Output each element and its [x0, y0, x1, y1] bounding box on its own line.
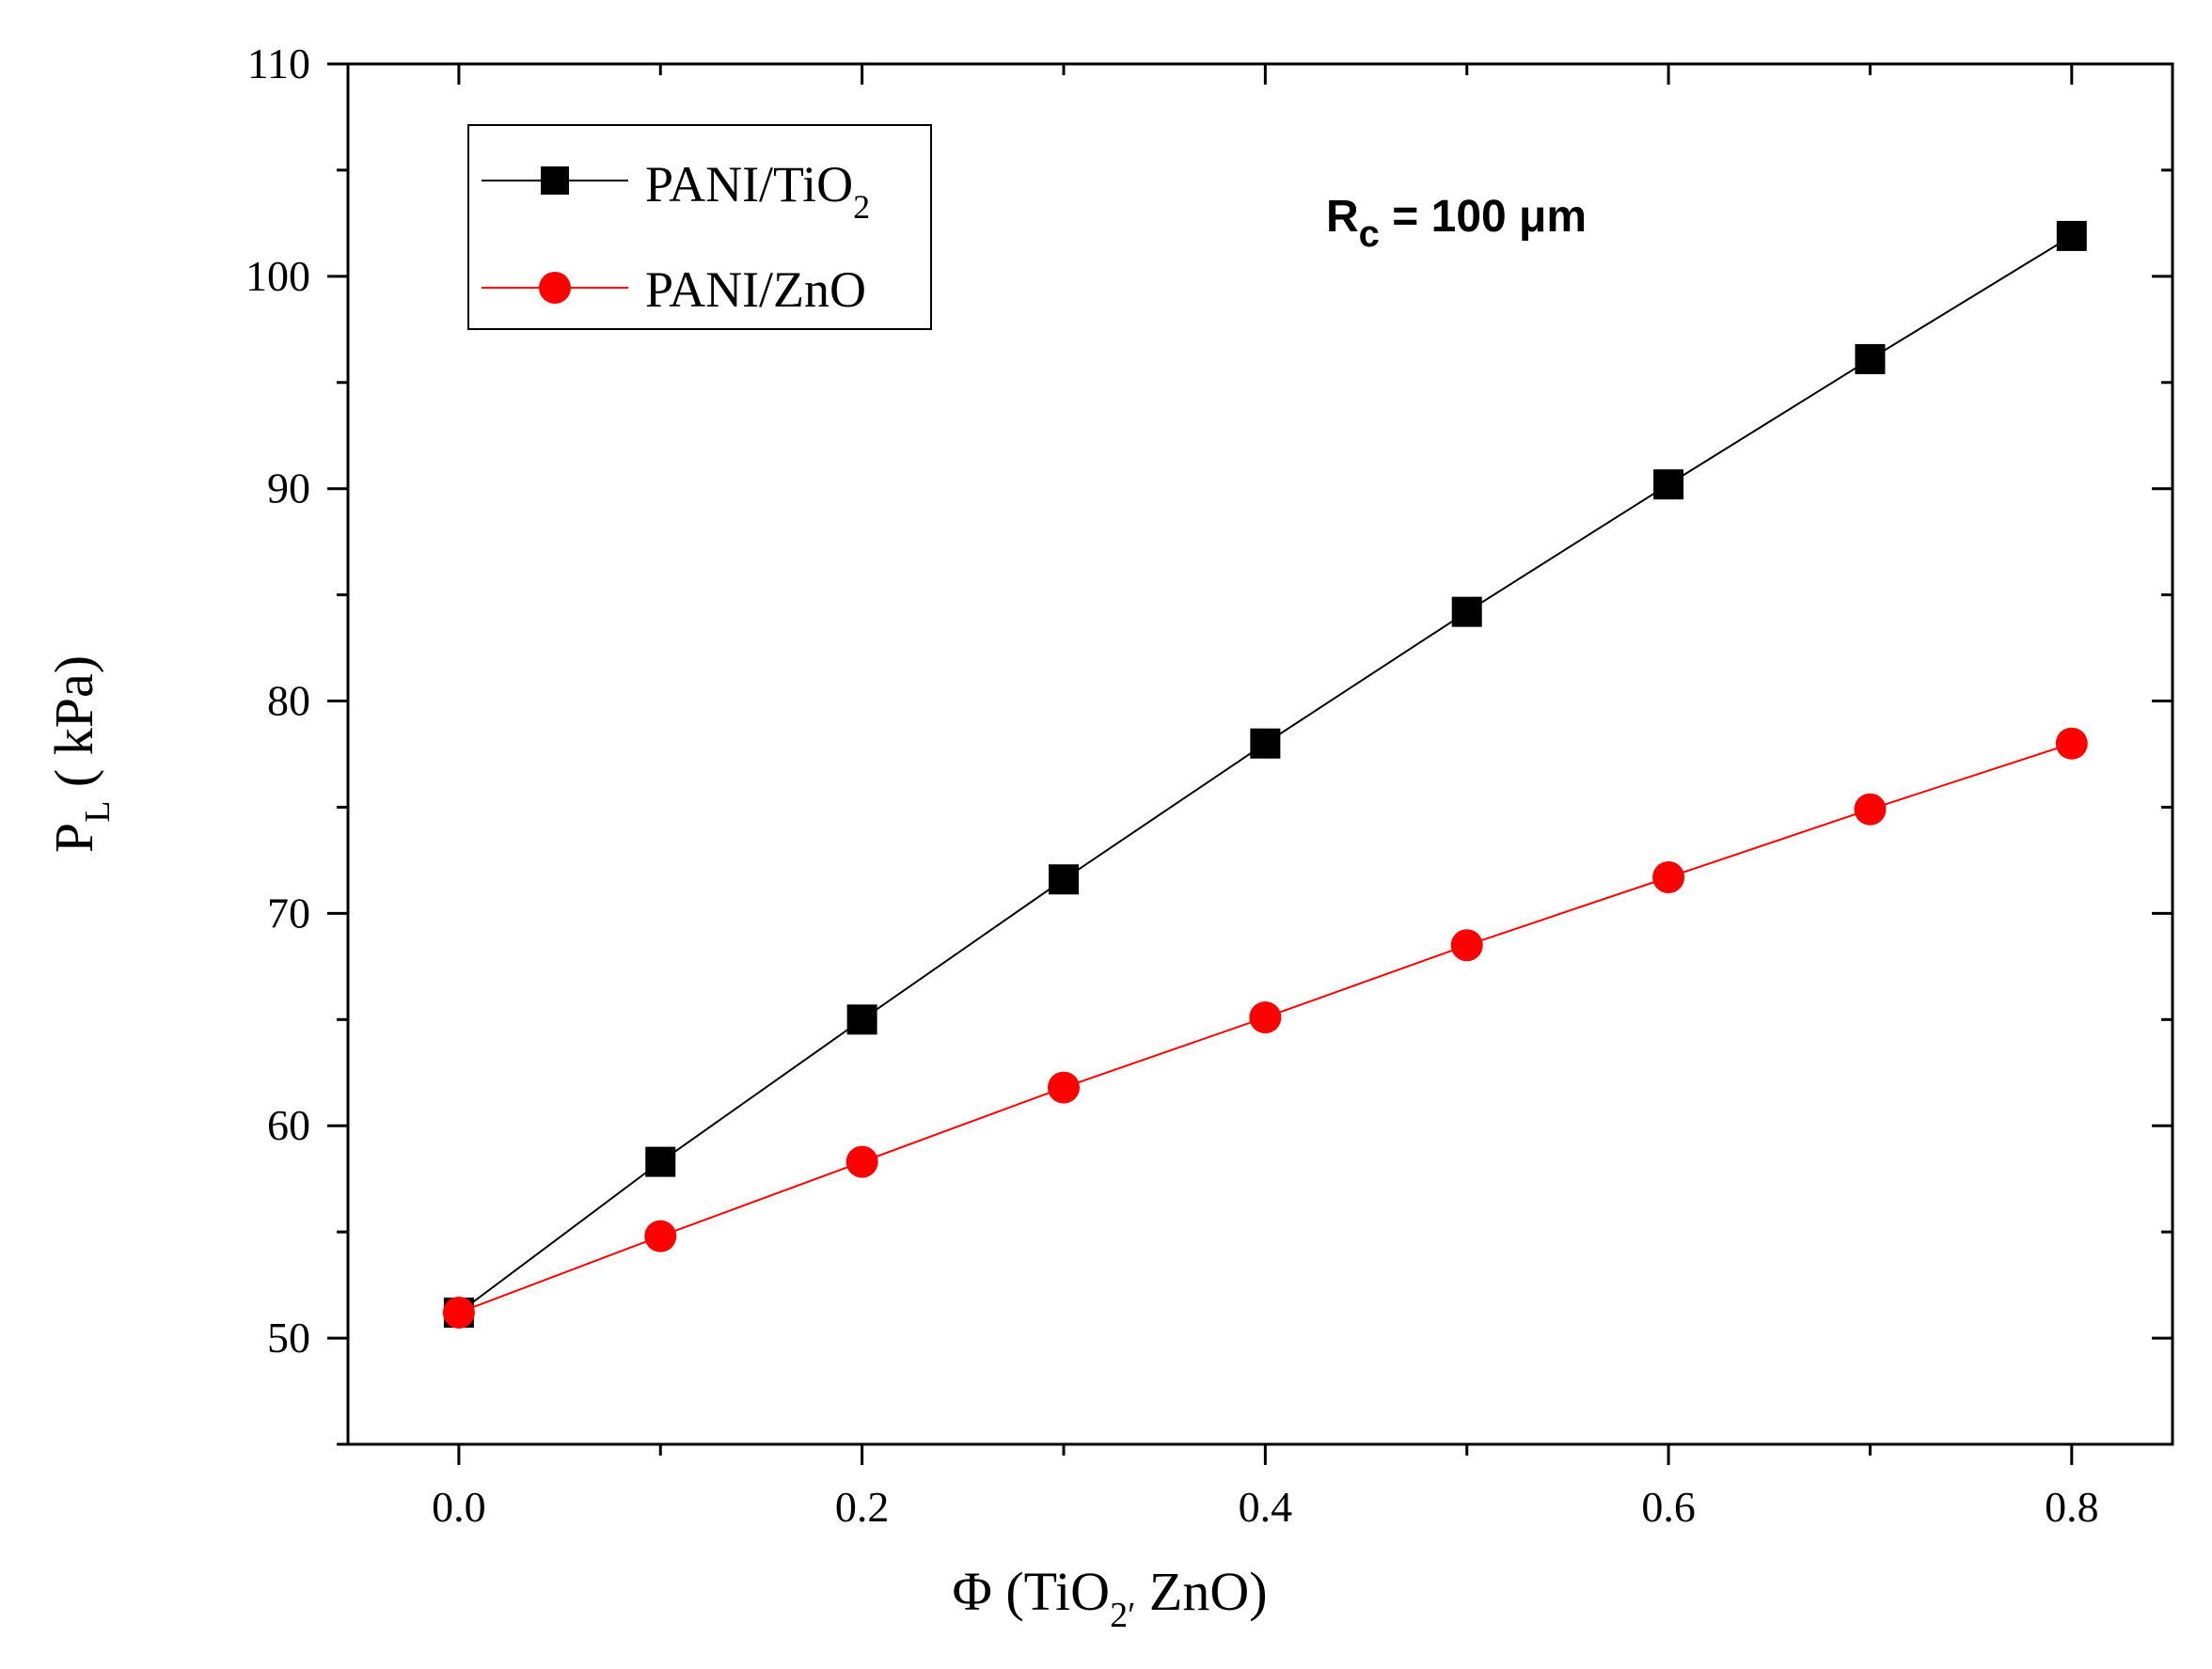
legend: PANI/TiO2 PANI/ZnO	[467, 124, 932, 330]
data-point-square	[645, 1146, 676, 1177]
radius-annotation: Rc = 100 μm	[1326, 192, 1587, 255]
data-point-square	[2056, 220, 2087, 251]
x-tick-label: 0.8	[2045, 1483, 2099, 1531]
data-point-circle	[1652, 860, 1685, 893]
data-point-square	[1250, 728, 1281, 759]
data-point-circle	[1047, 1071, 1080, 1104]
x-tick-label: 0.0	[432, 1483, 486, 1531]
data-point-square	[846, 1004, 877, 1035]
axis-ticks	[327, 62, 2172, 1465]
data-point-square	[1451, 596, 1482, 627]
x-tick-label: 0.2	[835, 1483, 890, 1531]
series-layer	[442, 220, 2088, 1329]
y-tick-label: 70	[267, 889, 310, 937]
data-point-square	[1855, 343, 1886, 374]
y-tick-label: 100	[245, 252, 310, 300]
data-point-circle	[845, 1145, 878, 1178]
y-axis-label: PL ( kPa)	[43, 655, 118, 853]
legend-label-series-1: PANI/TiO2	[645, 156, 870, 226]
axis-tick-labels: 0.0 0.2 0.4 0.6 0.8 50 60 70 80 90 100 110	[245, 39, 2099, 1531]
x-tick-label: 0.6	[1641, 1483, 1696, 1531]
legend-marker-circle	[539, 272, 571, 304]
data-point-circle	[644, 1220, 677, 1252]
data-point-circle	[1249, 1001, 1282, 1034]
data-point-circle	[1854, 793, 1887, 826]
legend-label-series-2: PANI/ZnO	[645, 261, 866, 318]
series-line-1	[458, 235, 2073, 1314]
data-point-circle	[2055, 727, 2088, 760]
data-point-circle	[1450, 929, 1483, 962]
y-tick-label: 80	[267, 677, 310, 725]
legend-marker-square	[541, 166, 569, 195]
y-tick-label: 60	[267, 1101, 310, 1149]
y-tick-label: 90	[267, 464, 310, 512]
y-tick-label: 50	[267, 1314, 310, 1362]
data-point-square	[1048, 864, 1079, 895]
data-point-square	[1653, 469, 1684, 500]
x-axis-label: Φ (TiO2′ ZnO)	[952, 1561, 1267, 1635]
data-point-circle	[442, 1296, 475, 1329]
plot-frame	[346, 62, 2174, 1446]
x-tick-label: 0.4	[1239, 1483, 1293, 1531]
y-tick-label: 110	[247, 39, 310, 87]
